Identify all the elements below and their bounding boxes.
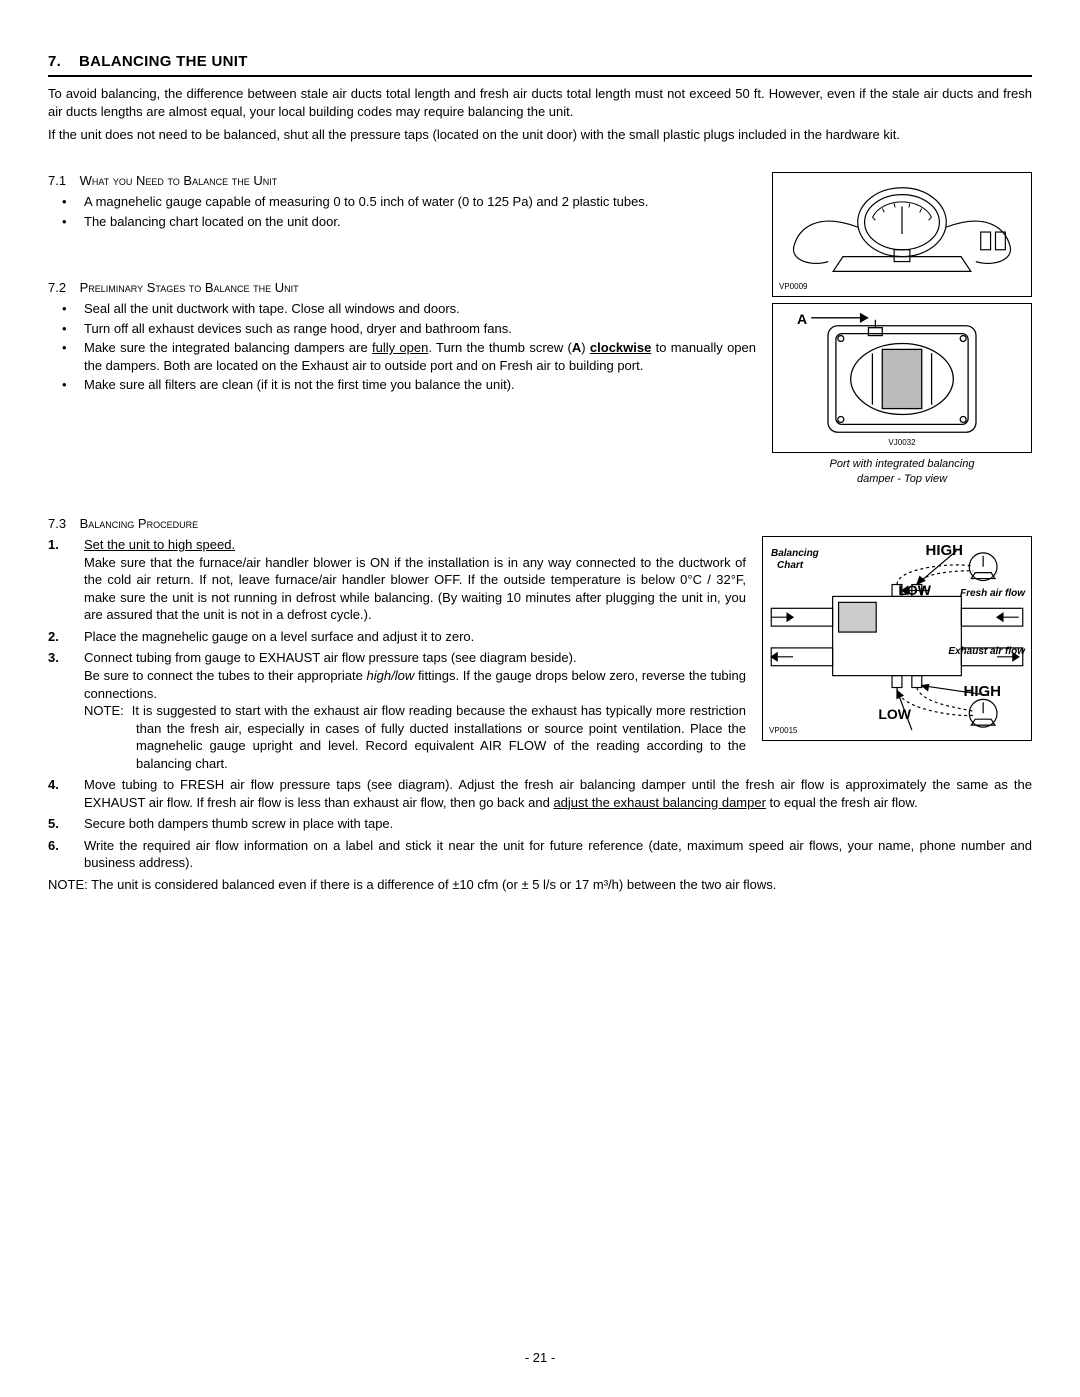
fig2-caption: Port with integrated balancing damper - …: [772, 457, 1032, 487]
sub73-title: Balancing Procedure: [80, 516, 198, 531]
col-71-text: 7.1 What you Need to Balance the Unit A …: [48, 172, 756, 396]
sub71-bullet-2: The balancing chart located on the unit …: [48, 213, 756, 231]
step4-u: adjust the exhaust balancing damper: [553, 795, 765, 810]
sub73-heading: 7.3 Balancing Procedure: [48, 515, 1032, 533]
col-fig3: Balancing Chart HIGH LOW Fresh air flow …: [762, 536, 1032, 741]
step-5: Secure both dampers thumb screw in place…: [48, 815, 1032, 833]
gauge-illustration: [773, 173, 1031, 296]
sub72-b3-u: fully open: [372, 340, 428, 355]
sub72-bullets: Seal all the unit ductwork with tape. Cl…: [48, 300, 756, 394]
fig3-balchart-l2: Chart: [777, 559, 803, 573]
fig3-low-top: LOW: [898, 581, 931, 600]
sub72: 7.2 Preliminary Stages to Balance the Un…: [48, 279, 756, 394]
step-6: Write the required air flow information …: [48, 837, 1032, 872]
step1-body: Make sure that the furnace/air handler b…: [84, 555, 746, 623]
section-title-text: BALANCING THE UNIT: [79, 53, 248, 70]
sub71-bullet-1: A magnehelic gauge capable of measuring …: [48, 193, 756, 211]
step-3: Connect tubing from gauge to EXHAUST air…: [48, 649, 746, 772]
row-73: Set the unit to high speed. Make sure th…: [48, 536, 1032, 776]
sub72-num: 7.2: [48, 279, 76, 297]
col-figs-1-2: VP0009 A: [772, 172, 1032, 487]
step4-post: to equal the fresh air flow.: [766, 795, 918, 810]
fig3-high-top: HIGH: [926, 541, 964, 561]
sub72-b3-mid: . Turn the thumb screw (: [428, 340, 572, 355]
sub72-b3-paren: ): [581, 340, 590, 355]
sub73-num: 7.3: [48, 515, 76, 533]
sub73: 7.3 Balancing Procedure Set the unit to …: [48, 515, 1032, 894]
intro-block: To avoid balancing, the difference betwe…: [48, 85, 1032, 144]
fig1-code: VP0009: [779, 282, 807, 293]
sub72-heading: 7.2 Preliminary Stages to Balance the Un…: [48, 279, 756, 297]
step3-note-label: NOTE:: [84, 703, 124, 718]
intro-p1: To avoid balancing, the difference betwe…: [48, 85, 1032, 120]
sub72-b3-cw: clockwise: [590, 340, 651, 355]
balancing-steps: Set the unit to high speed. Make sure th…: [48, 536, 746, 772]
col-73-text: Set the unit to high speed. Make sure th…: [48, 536, 746, 776]
fig3-high-bot: HIGH: [964, 682, 1002, 702]
final-note: NOTE: The unit is considered balanced ev…: [48, 876, 1032, 894]
sub72-b3-A: A: [572, 340, 581, 355]
sub71-num: 7.1: [48, 172, 76, 190]
sub72-b3-pre: Make sure the integrated balancing dampe…: [84, 340, 372, 355]
fig3-exhaust: Exhaust air flow: [948, 645, 1025, 659]
step-4: Move tubing to FRESH air flow pressure t…: [48, 776, 1032, 811]
step1-title: Set the unit to high speed.: [84, 537, 235, 552]
section-rule: [48, 75, 1032, 77]
row-71: 7.1 What you Need to Balance the Unit A …: [48, 172, 1032, 487]
figure-balancing-diagram: Balancing Chart HIGH LOW Fresh air flow …: [762, 536, 1032, 741]
sub71-title: What you Need to Balance the Unit: [80, 173, 278, 188]
figure-gauge: VP0009: [772, 172, 1032, 297]
sub72-title: Preliminary Stages to Balance the Unit: [80, 280, 299, 295]
fig3-code: VP0015: [769, 726, 797, 737]
step3-note: NOTE: It is suggested to start with the …: [84, 702, 746, 772]
sub72-b2: Turn off all exhaust devices such as ran…: [48, 320, 756, 338]
section-heading: 7. BALANCING THE UNIT: [48, 52, 1032, 72]
sub72-b1: Seal all the unit ductwork with tape. Cl…: [48, 300, 756, 318]
fig2-caption-l1: Port with integrated balancing: [830, 458, 975, 470]
step-1: Set the unit to high speed. Make sure th…: [48, 536, 746, 624]
sub72-b4: Make sure all filters are clean (if it i…: [48, 376, 756, 394]
sub71-heading: 7.1 What you Need to Balance the Unit: [48, 172, 756, 190]
step3-l2i: high/low: [367, 668, 415, 683]
sub72-b3: Make sure the integrated balancing dampe…: [48, 339, 756, 374]
fig3-fresh: Fresh air flow: [960, 587, 1025, 601]
figure-damper-port: A: [772, 303, 1032, 453]
page-number: - 21 -: [0, 1349, 1080, 1367]
step3-note-body: It is suggested to start with the exhaus…: [132, 703, 746, 771]
damper-illustration: [773, 304, 1031, 452]
fig3-low-bot: LOW: [878, 705, 911, 724]
fig2-letter-A: A: [797, 310, 807, 329]
section-number: 7.: [48, 53, 61, 70]
step3-l2a: Be sure to connect the tubes to their ap…: [84, 668, 367, 683]
fig2-code: VJ0032: [888, 438, 915, 449]
sub71-bullets: A magnehelic gauge capable of measuring …: [48, 193, 756, 230]
intro-p2: If the unit does not need to be balanced…: [48, 126, 1032, 144]
fig2-caption-l2: damper - Top view: [857, 473, 947, 485]
step3-l1: Connect tubing from gauge to EXHAUST air…: [84, 650, 577, 665]
balancing-steps-cont: Move tubing to FRESH air flow pressure t…: [48, 776, 1032, 872]
step-2: Place the magnehelic gauge on a level su…: [48, 628, 746, 646]
